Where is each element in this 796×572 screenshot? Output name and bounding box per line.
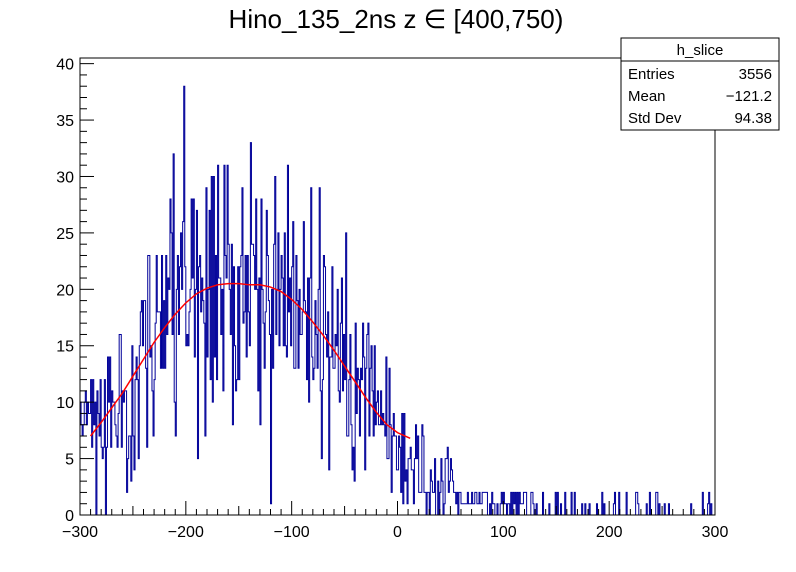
stats-title: h_slice	[677, 42, 724, 59]
x-tick-label: −200	[168, 524, 204, 541]
x-tick-label: −100	[274, 524, 310, 541]
y-tick-label: 35	[56, 113, 74, 130]
y-tick-label: 5	[65, 452, 74, 469]
y-tick-label: 30	[56, 169, 74, 186]
x-tick-label: 300	[702, 524, 729, 541]
y-tick-label: 40	[56, 57, 74, 74]
y-tick-label: 20	[56, 282, 74, 299]
stats-entries-value: 3556	[739, 66, 772, 83]
x-tick-label: 100	[490, 524, 517, 541]
gaussian-fit-curve	[89, 282, 411, 439]
fit-line	[89, 282, 411, 439]
chart-title: Hino_135_2ns z ∈ [400,750)	[229, 4, 564, 34]
stats-entries-label: Entries	[628, 66, 675, 83]
x-tick-label: −300	[62, 524, 98, 541]
stats-mean-value: −121.2	[726, 88, 772, 105]
histogram-bins	[79, 85, 715, 516]
stats-stddev-label: Std Dev	[628, 110, 682, 127]
y-tick-label: 25	[56, 226, 74, 243]
stats-box: h_slice Entries 3556 Mean −121.2 Std Dev…	[620, 37, 780, 131]
x-tick-label: 0	[393, 524, 402, 541]
x-tick-label: 200	[596, 524, 623, 541]
histogram-line	[79, 85, 715, 516]
y-tick-label: 15	[56, 339, 74, 356]
stats-stddev-value: 94.38	[734, 110, 772, 127]
plot-frame	[79, 57, 716, 516]
stats-mean-label: Mean	[628, 88, 666, 105]
stats-box-frame	[620, 37, 780, 131]
y-tick-label: 0	[65, 508, 74, 525]
x-axis: −300 −200 −100 0 100 200 300	[62, 501, 728, 541]
y-axis: 0 5 10 15 20 25 30 35 40	[56, 57, 94, 525]
y-tick-label: 10	[56, 395, 74, 412]
